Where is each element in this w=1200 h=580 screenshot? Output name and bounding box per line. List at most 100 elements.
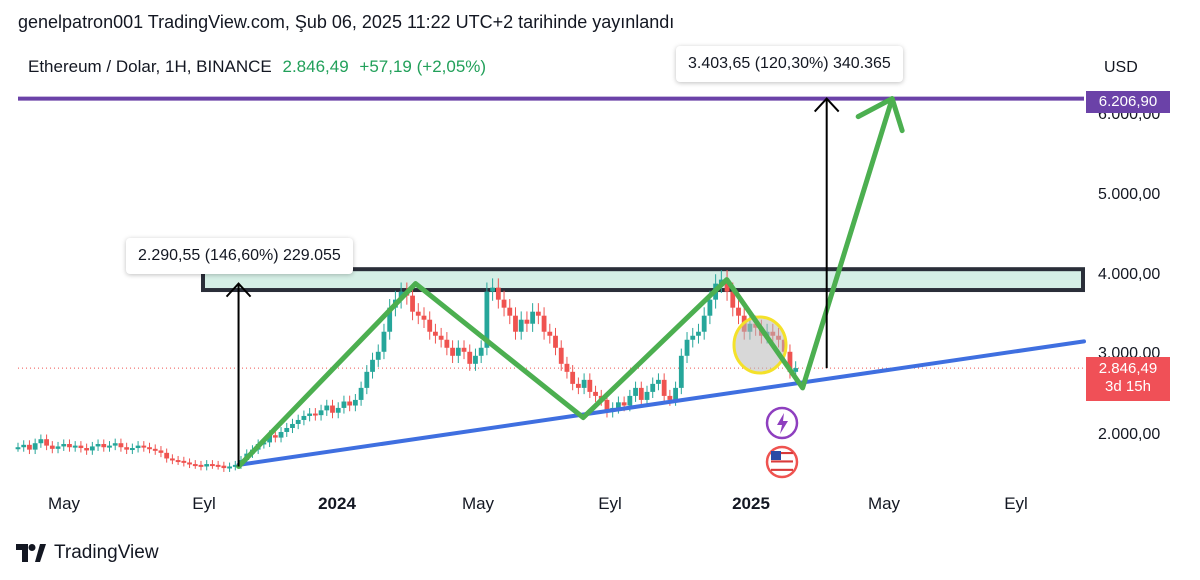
candle-body [455,347,461,356]
flag-canton [771,451,781,460]
resistance-zone [201,267,1085,293]
candle-body [295,419,301,424]
candle-body [787,351,793,372]
currency-label[interactable]: USD [1104,59,1138,76]
candle-body [175,460,181,463]
current-price-value: 2.846,49 [1098,360,1158,377]
candle-body [210,464,215,467]
candle-body [467,351,473,364]
candle-body [690,335,696,340]
candle-body [684,339,690,356]
candle-body [501,299,507,308]
candle-body [272,435,278,438]
candle-body [49,445,55,449]
lightning-glyph [777,413,788,434]
last-price: 2.846,49 [282,57,349,76]
candle-body [650,383,656,392]
candle-body [478,347,484,356]
candle-body [158,450,164,453]
candle-body [15,447,21,450]
current-price-tag: 2.846,49 3d 15h [1086,357,1170,401]
candle-body [101,444,107,448]
candle-body [32,443,38,450]
candle-body [227,466,232,469]
candle-body [673,387,678,400]
candle-body [518,319,524,332]
candle-body [604,399,610,412]
x-axis-tick: 2025 [732,494,770,513]
publish-info: genelpatron001 TradingView.com, Şub 06, … [18,12,675,32]
candle-body [564,363,570,372]
candle-body [627,395,633,406]
candle-body [593,391,598,396]
candle-body [198,464,204,467]
candle-body [427,319,433,332]
candle-body [135,445,141,449]
candle-body [484,291,490,348]
x-axis-tick: Eyl [1004,494,1028,513]
measure-label-base[interactable]: 2.290,55 (146,60%) 229.055 [126,238,353,274]
candle-body [284,427,290,432]
tradingview-logo-icon [16,544,46,562]
candle-body [524,319,530,324]
candle-body [724,279,730,292]
flag-stripe [771,452,793,455]
x-axis-tick: Eyl [192,494,216,513]
candle-body [375,351,381,360]
x-axis-tick: May [461,494,495,513]
candle-body [232,464,238,467]
candle-body [112,443,118,446]
candle-body [581,379,587,388]
candle-body [553,335,558,348]
candle-body [330,405,335,413]
candle-body [118,443,124,448]
candle-body [278,431,284,438]
candle-body [95,444,101,447]
candle-body [89,446,95,451]
candle-body [387,307,393,332]
candle-body [656,379,661,384]
candle-body [84,448,90,451]
candle-body [215,464,221,467]
candle-body [124,447,130,450]
candle-body [370,359,375,372]
candle-body [147,447,152,450]
measure-arrowhead [813,97,840,113]
measure-label-target[interactable]: 3.403,65 (120,30%) 340.365 [676,46,903,82]
candle-body [38,439,44,444]
candle-body [267,435,273,443]
projection-arrowhead [855,96,905,134]
candle-body [61,444,67,447]
y-axis-tick: 4.000,00 [1098,266,1161,283]
candle-body [621,402,627,406]
candle-body [415,311,421,316]
candle-body [678,355,684,388]
candle-body [352,399,358,406]
candle-body [587,379,593,392]
candle-body [312,413,318,416]
candle-body [341,401,347,408]
candle-body [541,315,547,332]
candle-body [301,415,307,420]
flag-stripe [771,460,793,463]
candle-body [44,439,49,446]
symbol-legend[interactable]: Ethereum / Dolar, 1H, BINANCE 2.846,49 +… [28,57,486,77]
candle-body [421,315,427,320]
candle-body [644,391,650,400]
tradingview-logo[interactable]: TradingView [16,542,159,564]
candle-body [381,331,387,352]
candle-body [793,368,799,372]
candle-body [616,402,621,408]
candle-body [575,383,581,388]
projection-path [236,96,895,469]
candle-body [433,331,438,336]
candle-body [141,445,147,448]
target-price-tag: 6.206,90 [1086,91,1170,113]
candle-body [633,387,638,396]
us-flag-event-icon [765,445,799,479]
candle-body [107,445,112,448]
bar-countdown: 3d 15h [1105,378,1151,395]
candle-body [547,331,553,336]
candle-body [324,405,330,411]
